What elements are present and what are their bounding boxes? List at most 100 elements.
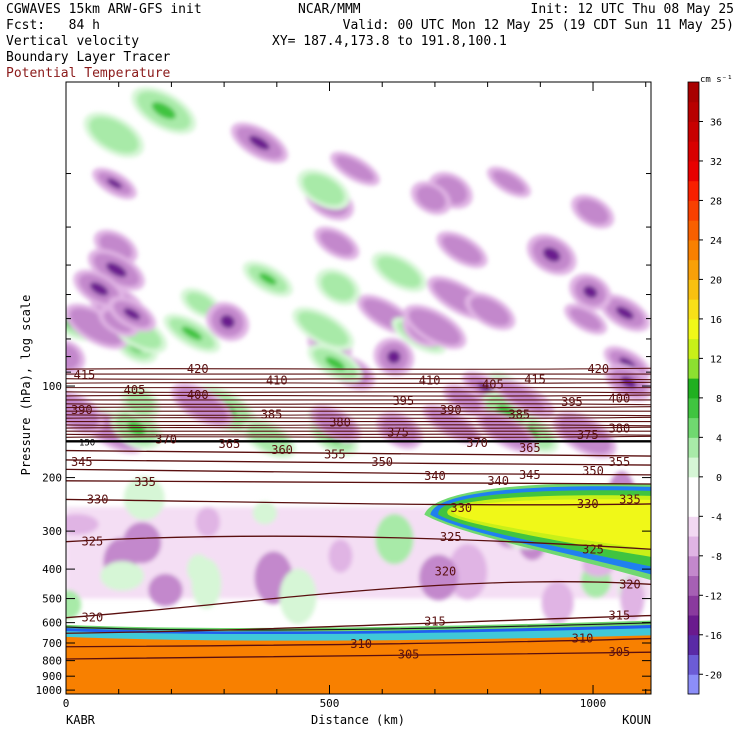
theta-contour <box>66 391 651 394</box>
theta-label: 330 <box>450 501 472 515</box>
field-blob <box>583 285 598 299</box>
theta-label: 405 <box>124 383 146 397</box>
colorbar-segment <box>688 121 699 142</box>
theta-label: 345 <box>519 468 541 482</box>
field-blob <box>66 590 82 619</box>
colorbar-tick-label: 28 <box>710 196 722 207</box>
theta-label: 345 <box>71 455 93 469</box>
cross-section-endpoints: XY= 187.4,173.8 to 191.8,100.1 <box>272 34 507 49</box>
theta-contour <box>66 406 651 409</box>
y-tick-label: 100 <box>42 380 62 393</box>
theta-label: 360 <box>271 443 293 457</box>
theta-label: 415 <box>524 372 546 386</box>
y-tick-label: 600 <box>42 617 62 630</box>
y-tick-label: 400 <box>42 563 62 576</box>
bl-top-line <box>66 622 651 631</box>
tropopause-label: 150 <box>79 438 95 448</box>
theta-label: 370 <box>155 433 177 447</box>
plot-frame <box>65 81 652 695</box>
colorbar-segment <box>688 101 699 122</box>
theta-label: 365 <box>219 437 241 451</box>
field-blob <box>259 272 277 285</box>
y-tick-label: 700 <box>42 637 62 650</box>
field-blob <box>176 387 228 423</box>
theta-label: 385 <box>261 407 283 421</box>
theta-label: 330 <box>87 492 109 506</box>
field-blob <box>187 554 211 584</box>
theta-label: 305 <box>609 645 631 659</box>
colorbar-tick-label: -12 <box>704 591 722 602</box>
institution-label: NCAR/MMM <box>298 2 361 17</box>
theta-label: 310 <box>350 637 372 651</box>
theta-label: 320 <box>82 611 104 625</box>
colorbar-segment <box>688 634 699 656</box>
colorbar-segment <box>688 496 699 517</box>
y-tick-label: 1000 <box>36 684 63 697</box>
field-blob <box>375 514 414 565</box>
theta-label: 335 <box>134 475 156 489</box>
theta-label: 310 <box>572 631 594 645</box>
field-blob <box>541 581 574 625</box>
theta-contour <box>66 449 651 457</box>
colorbar-segment <box>688 516 699 537</box>
theta-contour <box>66 651 651 660</box>
theta-label: 420 <box>587 362 609 376</box>
field-blob <box>620 575 645 621</box>
theta-label: 325 <box>82 535 104 549</box>
theta-label: 350 <box>371 455 393 469</box>
colorbar-segment <box>688 674 699 695</box>
theta-label: 410 <box>419 374 441 388</box>
theta-contour <box>66 426 651 429</box>
colorbar-segment <box>688 358 699 379</box>
colorbar-segment <box>688 476 699 498</box>
colorbar-segment <box>688 654 699 675</box>
field-blob <box>576 199 609 224</box>
colorbar-segment <box>688 299 699 320</box>
colorbar-segment <box>688 615 699 636</box>
boundary-layer-tracer-jet <box>424 483 651 581</box>
theta-label: 420 <box>187 362 209 376</box>
field-blob <box>69 308 123 345</box>
colorbar-segment <box>688 160 699 182</box>
colorbar-tick-label: 0 <box>716 473 722 484</box>
theta-label: 380 <box>609 422 631 436</box>
theta-contour <box>66 394 651 397</box>
colorbar: 36 32 28 24 20 16 12 8 4 0 -4 -8 -12 -16 -20 <box>687 81 722 695</box>
theta-label: 355 <box>609 455 631 469</box>
colorbar-segment <box>688 338 699 359</box>
theta-contour <box>66 435 651 438</box>
field-blob <box>123 476 165 520</box>
theta-label: 350 <box>582 464 604 478</box>
colorbar-frame <box>687 81 700 695</box>
x-tick-label: 1000 <box>580 697 607 710</box>
field-blob <box>325 356 346 371</box>
field-blob <box>249 135 270 150</box>
field-blob <box>492 170 526 194</box>
colorbar-segment <box>688 536 699 557</box>
colorbar-segment <box>688 318 699 340</box>
potential-temperature-contours <box>66 367 651 660</box>
theta-label: 375 <box>577 428 599 442</box>
field-boundary-layer-tracer: Boundary Layer Tracer <box>6 50 171 65</box>
colorbar-segment <box>688 457 699 478</box>
colorbar-tick-label: 16 <box>710 315 722 326</box>
theta-label: 390 <box>71 403 93 417</box>
theta-label: 370 <box>466 436 488 450</box>
theta-contour <box>66 637 651 648</box>
x-axis-label: Distance (km) <box>311 713 405 727</box>
field-blob <box>387 350 401 364</box>
x-tick-label: 0 <box>63 697 70 710</box>
theta-label: 325 <box>582 543 604 557</box>
field-blob <box>297 311 349 347</box>
theta-contour <box>66 416 651 419</box>
field-blob <box>195 506 220 537</box>
theta-label: 385 <box>508 407 530 421</box>
theta-contour <box>66 480 651 485</box>
field-blob <box>106 262 127 278</box>
theta-label: 335 <box>619 492 641 506</box>
y-tick-label: 300 <box>42 525 62 538</box>
theta-label: 390 <box>440 403 462 417</box>
colorbar-segment <box>688 575 699 596</box>
valid-time: Valid: 00 UTC Mon 12 May 25 (19 CDT Sun … <box>342 18 734 33</box>
